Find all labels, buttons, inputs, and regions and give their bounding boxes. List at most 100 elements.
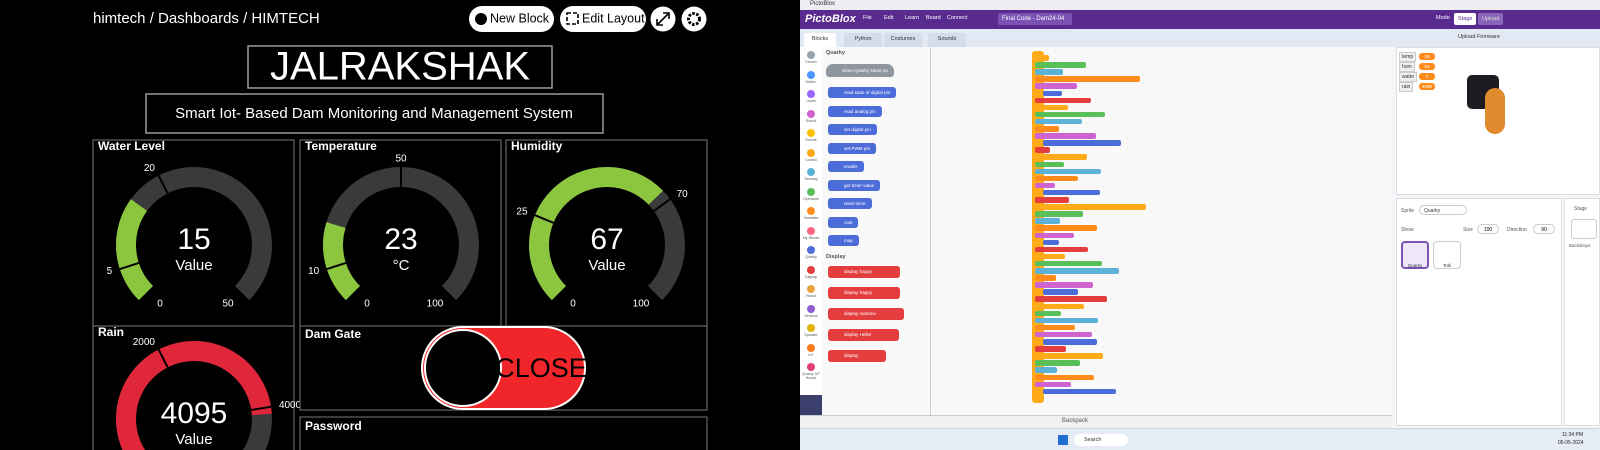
start-button[interactable] [1058, 435, 1068, 445]
script-block[interactable] [1035, 360, 1080, 366]
upload-mode-button[interactable]: Upload [1478, 13, 1504, 25]
sprite-name[interactable]: Quarky [1407, 263, 1423, 268]
script-block[interactable] [1035, 282, 1093, 288]
category-dot[interactable] [807, 285, 815, 293]
category-dot[interactable] [807, 343, 815, 352]
script-block[interactable] [1035, 260, 1102, 267]
script-block[interactable] [1035, 161, 1064, 167]
category-name[interactable]: Operators [803, 196, 819, 201]
script-block[interactable] [1035, 374, 1094, 380]
category-name[interactable]: IoT [808, 352, 814, 357]
category-name[interactable]: Quarky [805, 255, 817, 259]
editor-tab[interactable]: Sounds [928, 33, 966, 47]
new-block-button[interactable] [469, 6, 554, 32]
script-block[interactable] [1035, 175, 1078, 182]
script-block[interactable] [1035, 62, 1086, 68]
category-name[interactable]: Motion [805, 79, 817, 84]
script-block[interactable] [1043, 289, 1078, 295]
script-block[interactable] [1035, 154, 1087, 160]
script-block[interactable] [1035, 69, 1063, 75]
script-block[interactable] [1035, 218, 1060, 224]
stage-thumb[interactable] [1571, 219, 1597, 239]
script-block[interactable] [1035, 126, 1059, 132]
category-name[interactable]: Speaker [804, 333, 818, 337]
script-block[interactable] [1035, 225, 1097, 231]
project-name[interactable]: Final Code - Dam24-04 [998, 13, 1072, 25]
script-block[interactable] [1035, 303, 1084, 309]
category-name[interactable]: Display [805, 274, 817, 279]
breadcrumb[interactable]: himtech / Dashboards / HIMTECH [93, 10, 320, 27]
category-dot[interactable] [807, 70, 815, 79]
script-block[interactable] [1035, 232, 1074, 238]
script-block[interactable] [1035, 111, 1105, 118]
script-block[interactable] [1035, 310, 1061, 317]
edit-layout-button[interactable] [560, 6, 646, 32]
menu-item[interactable]: Learn [905, 15, 920, 21]
script-block[interactable] [1035, 211, 1083, 217]
category-dot[interactable] [807, 246, 815, 254]
app-logo[interactable]: PictoBlox [805, 13, 856, 25]
code-block[interactable]: display Hello! [828, 328, 900, 341]
script-block[interactable] [1035, 268, 1119, 274]
code-block[interactable]: when Quarky starts up [826, 64, 894, 77]
upload-firmware[interactable]: Upload Firmware [1458, 34, 1500, 40]
script-block[interactable] [1043, 388, 1116, 395]
sprite-thumb[interactable] [1401, 241, 1429, 269]
script-block[interactable] [1035, 317, 1098, 324]
script-block[interactable] [1035, 182, 1055, 189]
script-block[interactable] [1035, 296, 1107, 302]
stage-mode-button[interactable]: Stage [1454, 13, 1477, 25]
category-name[interactable]: Sensing [804, 177, 818, 181]
script-block[interactable] [1035, 324, 1075, 331]
category-name[interactable]: Quarky IoT House [802, 372, 820, 380]
script-block[interactable] [1035, 147, 1050, 153]
new-block-label[interactable]: New Block [490, 11, 550, 25]
settings-button[interactable] [681, 6, 707, 32]
category-dot[interactable] [807, 109, 815, 118]
sprite-name[interactable]: Tobi [1442, 263, 1452, 268]
category-name[interactable]: Events [805, 138, 817, 142]
sprite-name[interactable]: Quarky [1419, 205, 1467, 215]
category-dot[interactable] [807, 363, 815, 371]
category-dot[interactable] [807, 207, 815, 215]
script-block[interactable] [1043, 239, 1059, 246]
category-name[interactable]: Control [805, 157, 817, 162]
menu-item[interactable]: File [863, 15, 872, 21]
script-block[interactable] [1035, 104, 1068, 111]
category-dot[interactable] [807, 148, 815, 157]
script-block[interactable] [1035, 346, 1066, 352]
script-block[interactable] [1035, 55, 1049, 61]
category-dot[interactable] [807, 129, 815, 137]
category-dot[interactable] [807, 324, 815, 332]
category-dot[interactable] [807, 187, 815, 196]
edit-layout-label[interactable]: Edit Layout [582, 11, 645, 25]
backpack-label[interactable]: Backpack [1062, 418, 1089, 424]
code-block[interactable]: set digital pin [828, 124, 877, 135]
category-dot[interactable] [807, 265, 815, 274]
code-block[interactable]: set PWM pin [828, 142, 877, 154]
script-block[interactable] [1035, 253, 1065, 260]
code-block[interactable]: display happy [828, 265, 901, 278]
category-name[interactable]: Looks [806, 99, 816, 103]
code-block[interactable]: cast [828, 216, 859, 228]
code-block[interactable]: reset timer [828, 198, 872, 209]
script-block[interactable] [1035, 83, 1077, 89]
menu-item[interactable]: Board [926, 15, 941, 21]
script-block[interactable] [1035, 353, 1103, 359]
script-block[interactable] [1035, 168, 1101, 175]
extension-button[interactable] [800, 395, 822, 415]
script-block[interactable] [1035, 367, 1057, 373]
code-block[interactable]: display happy [828, 286, 901, 299]
editor-tab[interactable]: Costumes [884, 33, 922, 47]
taskbar-search[interactable]: Search [1074, 434, 1128, 446]
script-block[interactable] [1043, 140, 1121, 146]
toggle-knob[interactable] [424, 329, 502, 407]
script-block[interactable] [1035, 204, 1146, 210]
category-name[interactable]: Sensors [804, 313, 818, 318]
script-block[interactable] [1035, 76, 1140, 82]
category-name[interactable]: Sound [805, 118, 817, 123]
category-dot[interactable] [807, 304, 815, 313]
script-block[interactable] [1035, 97, 1091, 104]
code-block[interactable]: display rainbow [828, 307, 904, 320]
category-name[interactable]: Robot [806, 294, 816, 298]
